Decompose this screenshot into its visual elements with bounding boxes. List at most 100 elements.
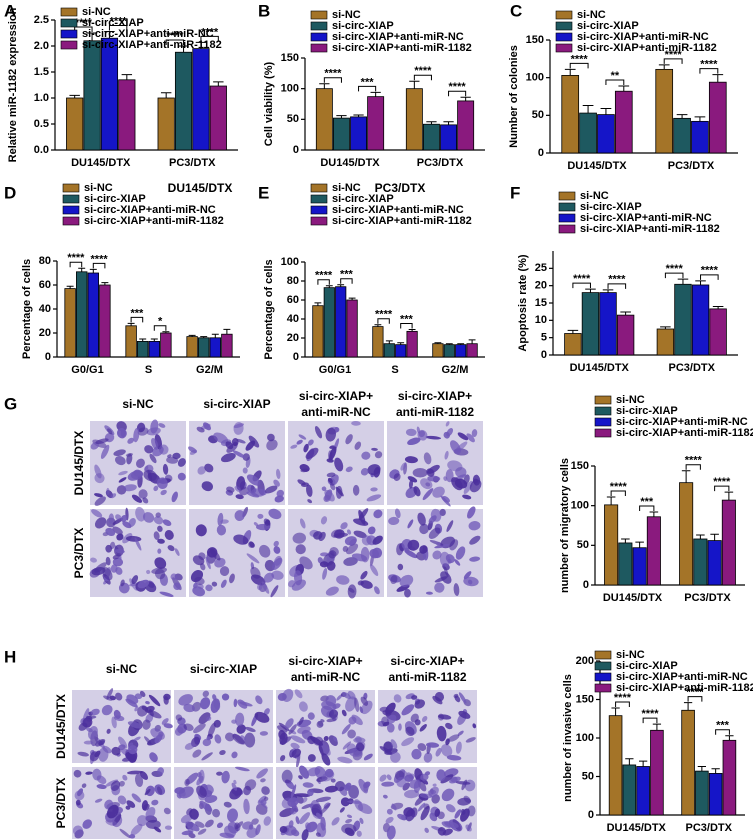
stained-cell [414, 699, 426, 709]
stained-cell [307, 712, 315, 720]
legend-swatch [310, 205, 328, 215]
stained-cell [200, 423, 211, 430]
significance-bracket [700, 274, 719, 280]
error-bar [223, 328, 231, 335]
stained-cell [113, 709, 121, 719]
stained-cell [161, 718, 169, 725]
x-tick-label: DU145/DTX [71, 157, 131, 169]
stained-cell [321, 753, 331, 766]
error-bar [697, 765, 706, 772]
stained-cell [298, 716, 304, 726]
stained-cell [360, 696, 369, 706]
y-tick-label: 150 [571, 460, 589, 472]
stained-cell [370, 487, 378, 492]
stained-cell [105, 819, 117, 826]
bar [599, 292, 617, 356]
stained-cell [305, 447, 319, 460]
stained-cell [151, 438, 159, 450]
legend-label: si-circ-XIAP+anti-miR-1182 [332, 42, 472, 54]
bar [160, 332, 172, 358]
significance-label: **** [686, 686, 704, 698]
bar [76, 271, 88, 358]
stained-cell [417, 512, 426, 526]
stained-cell [406, 772, 414, 779]
stained-cell [399, 574, 414, 588]
x-tick-label: S [145, 364, 152, 376]
error-bar [178, 45, 189, 53]
stained-cell [316, 720, 324, 728]
stained-cell [115, 692, 123, 701]
stained-cell [100, 444, 110, 459]
stained-cell [131, 494, 143, 503]
y-tick-label: 60 [39, 279, 51, 291]
error-bar [468, 339, 476, 344]
stained-cell [463, 480, 473, 495]
y-tick-label: 10 [535, 314, 547, 326]
significance-label: **** [166, 30, 184, 42]
stained-cell [142, 497, 149, 504]
x-tick-label: G0/G1 [71, 364, 103, 376]
stained-cell [127, 770, 143, 775]
stained-cell [345, 434, 353, 445]
stained-cell [373, 586, 380, 595]
stained-cell [411, 748, 422, 760]
stained-cell [291, 748, 302, 759]
bar [335, 286, 347, 358]
legend-swatch [594, 683, 612, 693]
legend-swatch [558, 224, 576, 234]
y-tick-label: 50 [582, 770, 594, 782]
stained-cell [345, 782, 352, 790]
stained-cell [246, 491, 260, 498]
stained-cell [184, 778, 190, 787]
significance-bracket [639, 505, 655, 512]
stained-cell [285, 718, 294, 729]
stained-cell [419, 523, 429, 535]
stained-cell [339, 807, 345, 813]
bar [99, 284, 111, 358]
stained-cell [259, 544, 271, 558]
stained-cell [266, 439, 278, 451]
stained-cell [348, 587, 355, 593]
bar [346, 299, 358, 358]
column-header: anti-miR-NC [291, 670, 361, 684]
bar [709, 308, 727, 356]
significance-label: **** [315, 270, 333, 282]
error-bar [710, 533, 719, 541]
bar [221, 333, 233, 358]
stained-cell [205, 584, 213, 592]
error-bar [695, 280, 706, 285]
error-bar [385, 340, 393, 344]
legend-swatch [594, 661, 612, 671]
stained-cell [360, 570, 368, 580]
legend-label: si-circ-XIAP+anti-miR-NC [84, 204, 216, 216]
bar [674, 283, 692, 356]
legend-label: si-NC [616, 394, 645, 406]
legend-swatch [594, 428, 612, 438]
y-tick-label: 2.0 [34, 40, 49, 52]
stained-cell [234, 510, 245, 522]
error-bar [336, 115, 347, 119]
stained-cell [206, 736, 211, 741]
significance-label: **** [701, 265, 719, 277]
stained-cell [178, 694, 193, 706]
bar [646, 516, 661, 586]
stained-cell [136, 815, 148, 827]
panel-letter: D [4, 183, 16, 202]
bar [721, 499, 736, 586]
error-bar [606, 496, 616, 505]
stained-cell [149, 709, 154, 717]
stained-cell [185, 821, 200, 832]
significance-label: **** [67, 252, 85, 264]
stained-cell [382, 710, 392, 716]
stained-cell [439, 551, 451, 567]
stained-cell [105, 556, 111, 566]
legend-label: si-circ-XIAP [616, 405, 678, 417]
stained-cell [163, 693, 171, 701]
stained-cell [177, 472, 186, 481]
bar [350, 116, 368, 151]
stained-cell [192, 586, 206, 597]
stained-cell [134, 693, 143, 700]
stained-cell [352, 484, 360, 496]
stained-cell [467, 579, 473, 585]
error-bar [567, 329, 579, 334]
